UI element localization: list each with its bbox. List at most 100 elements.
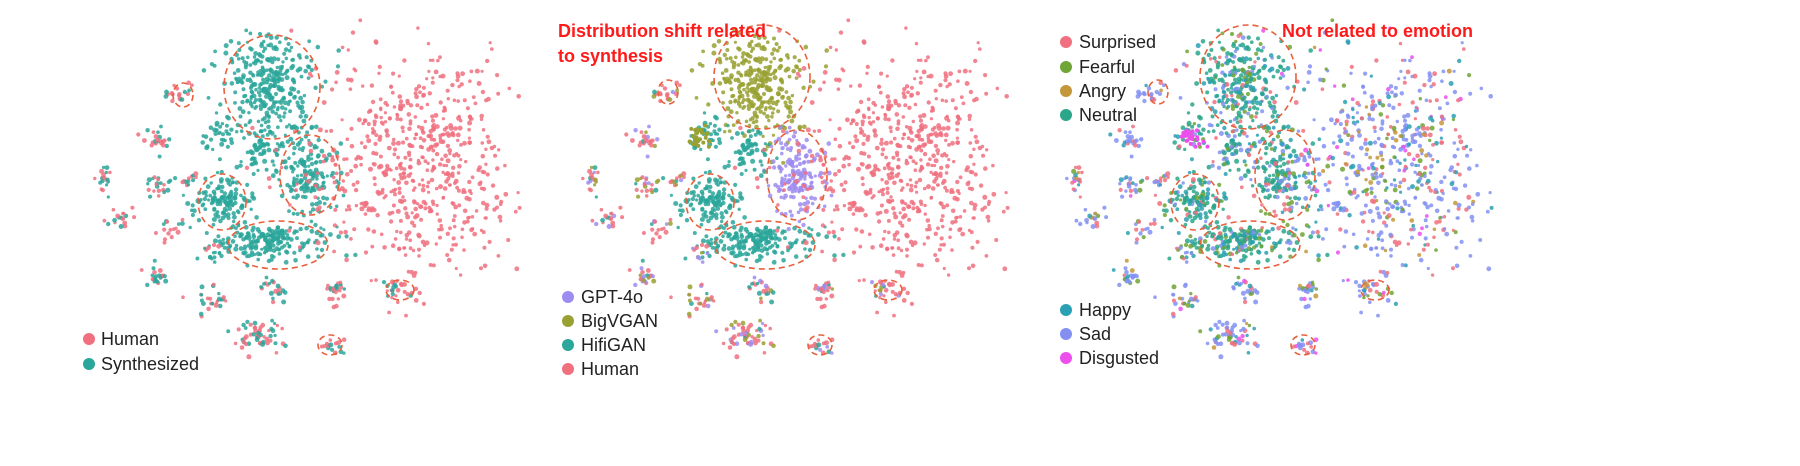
scatter-point [329,128,334,133]
scatter-point [787,137,792,142]
scatter-point [967,117,972,122]
scatter-point [1259,244,1264,248]
scatter-point [1201,127,1206,132]
scatter-point [745,52,750,57]
scatter-point [240,203,245,208]
legend-marker-human [83,333,95,345]
scatter-point [428,207,433,212]
scatter-point [943,78,948,83]
scatter-point [641,278,647,283]
scatter-point [729,339,734,344]
scatter-point [1303,147,1309,153]
scatter-point [854,122,859,126]
scatter-point [1305,207,1310,212]
scatter-point [893,292,898,297]
cluster-circle [172,82,194,108]
scatter-point [243,62,249,68]
scatter-point [939,218,944,223]
scatter-point [1280,152,1286,157]
scatter-point [259,123,264,128]
scatter-point [1421,247,1426,252]
scatter-point [146,177,152,183]
scatter-point [350,30,356,35]
scatter-point [331,175,336,180]
scatter-point [755,329,759,333]
scatter-point [918,199,923,204]
scatter-point [1222,125,1227,131]
scatter-point [1304,223,1309,228]
scatter-point [230,60,235,65]
scatter-point [964,81,970,86]
scatter-point [436,58,440,63]
scatter-point [484,162,488,166]
scatter-point [106,221,111,227]
scatter-point [770,51,775,56]
scatter-point [444,179,449,184]
scatter-point [445,163,449,168]
scatter-point [361,121,365,126]
scatter-point [516,191,520,195]
scatter-point [388,167,392,171]
scatter-point [1338,122,1343,126]
scatter-point [761,321,765,326]
scatter-point [482,263,488,269]
scatter-point [304,55,309,60]
scatter-point [335,64,341,69]
scatter-point [199,284,205,290]
scatter-point [640,189,644,193]
scatter-point [744,145,749,149]
scatter-point [456,99,461,103]
scatter-point [246,354,252,360]
scatter-point [743,239,748,244]
scatter-point [771,133,776,137]
scatter-point [410,220,415,225]
scatter-point [468,79,472,83]
scatter-point [170,98,175,104]
scatter-point [1313,193,1318,198]
scatter-point [319,247,325,253]
scatter-point [239,129,244,134]
scatter-point [218,130,222,135]
scatter-point [256,257,261,262]
scatter-point [919,76,923,80]
scatter-point [1239,245,1244,250]
scatter-point [903,103,908,108]
scatter-point [1429,84,1433,89]
scatter-point [363,145,368,150]
scatter-point [1223,196,1229,201]
scatter-point [253,245,259,251]
scatter-point [752,33,757,39]
scatter-point [721,101,725,105]
scatter-point [1004,191,1008,195]
scatter-point [714,181,719,186]
scatter-point [1292,174,1297,179]
scatter-point [1233,77,1238,82]
scatter-point [264,167,269,172]
scatter-point [460,227,465,232]
scatter-point [781,229,785,233]
scatter-point [300,179,304,183]
scatter-point [832,234,837,239]
scatter-point [344,257,349,263]
scatter-point [1239,73,1244,78]
scatter-point [402,289,407,294]
scatter-point [777,237,782,242]
scatter-point [714,215,719,221]
scatter-point [366,138,372,144]
scatter-point [429,177,435,183]
scatter-point [232,214,237,220]
scatter-point [239,345,245,350]
scatter-point [294,188,298,193]
scatter-point [313,222,318,228]
scatter-point [313,183,319,188]
scatter-point [1265,258,1270,263]
scatter-point [1373,140,1378,145]
scatter-point [397,190,402,195]
scatter-point [908,155,913,160]
scatter-point [248,31,253,36]
scatter-point [752,340,758,346]
scatter-point [388,219,394,224]
scatter-point [945,125,951,131]
scatter-point [1254,115,1258,119]
scatter-point [1201,189,1205,194]
